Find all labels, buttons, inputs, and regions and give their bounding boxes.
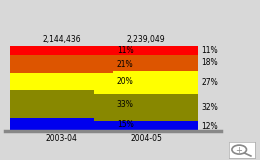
- Bar: [94, 121, 198, 131]
- Text: 21%: 21%: [117, 60, 133, 69]
- Bar: [94, 94, 198, 121]
- Text: +: +: [235, 146, 242, 155]
- Bar: [94, 71, 198, 94]
- Text: 20%: 20%: [117, 77, 134, 86]
- Text: 15%: 15%: [117, 120, 134, 129]
- Text: 27%: 27%: [201, 78, 218, 87]
- Bar: [10, 73, 113, 90]
- Bar: [94, 55, 198, 71]
- Bar: [10, 55, 113, 73]
- Bar: [94, 46, 198, 55]
- Text: 2,144,436: 2,144,436: [42, 35, 81, 44]
- Text: 2,239,049: 2,239,049: [127, 35, 165, 44]
- Bar: [10, 46, 113, 55]
- Text: 11%: 11%: [201, 46, 218, 55]
- Text: 33%: 33%: [117, 100, 134, 109]
- Bar: [10, 90, 113, 118]
- Text: 18%: 18%: [201, 58, 218, 67]
- Text: 11%: 11%: [117, 46, 133, 55]
- Text: 32%: 32%: [201, 103, 218, 112]
- Bar: [10, 118, 113, 131]
- Text: 12%: 12%: [201, 122, 218, 131]
